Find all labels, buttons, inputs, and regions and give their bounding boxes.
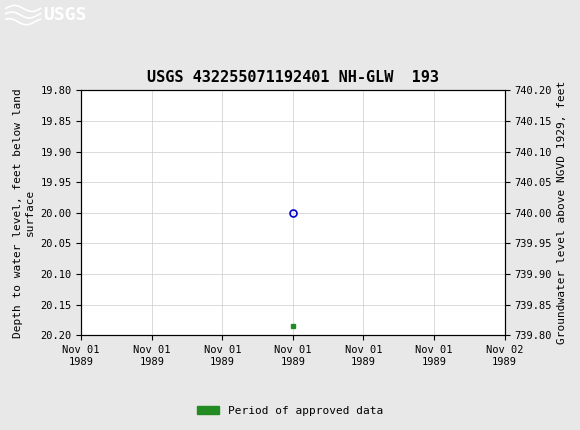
Y-axis label: Groundwater level above NGVD 1929, feet: Groundwater level above NGVD 1929, feet: [557, 81, 567, 344]
Text: USGS: USGS: [44, 6, 87, 24]
Y-axis label: Depth to water level, feet below land
surface: Depth to water level, feet below land su…: [13, 88, 35, 338]
Title: USGS 432255071192401 NH-GLW  193: USGS 432255071192401 NH-GLW 193: [147, 70, 439, 85]
Legend: Period of approved data: Period of approved data: [193, 401, 387, 420]
